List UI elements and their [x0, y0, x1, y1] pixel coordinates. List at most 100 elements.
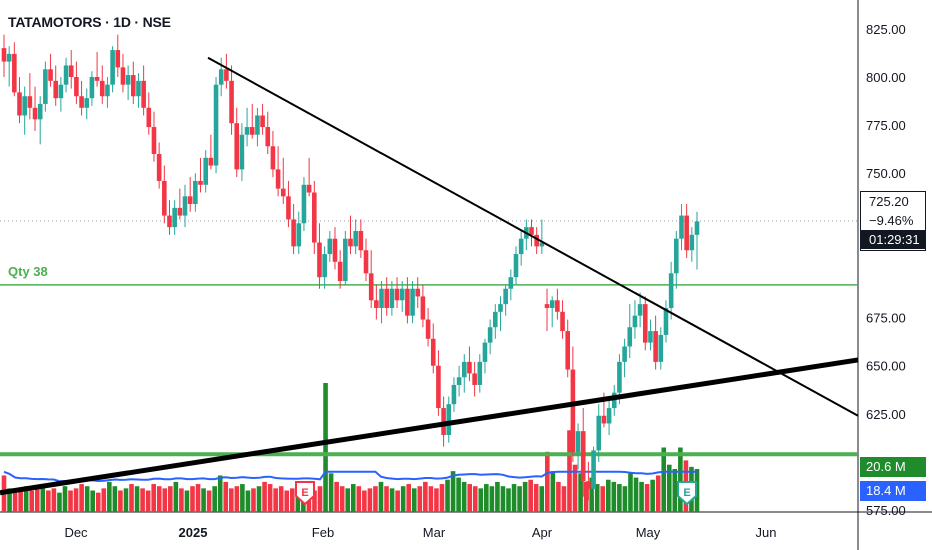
- candle-body: [534, 234, 539, 247]
- volume-bar: [256, 486, 262, 512]
- earnings-icon: E: [677, 481, 697, 506]
- volume-bar: [223, 481, 229, 512]
- bar-countdown: 01:29:31: [861, 230, 925, 249]
- candle-body: [694, 221, 700, 235]
- candle: [1, 34, 7, 77]
- candle: [430, 323, 436, 374]
- candle: [27, 73, 33, 120]
- candle-body: [317, 242, 322, 278]
- candle-body: [363, 250, 369, 274]
- candle-body: [689, 234, 695, 251]
- volume-bar: [478, 488, 484, 512]
- candle: [513, 246, 519, 285]
- volume-bar: [400, 486, 406, 512]
- volume-bar: [461, 481, 467, 512]
- time-tick-label: May: [636, 525, 661, 540]
- candle: [580, 408, 586, 497]
- volume-bar: [123, 488, 129, 512]
- volume-bar: [251, 488, 256, 512]
- volume-bar: [7, 488, 12, 512]
- candle: [224, 53, 229, 89]
- candle-body: [348, 238, 353, 247]
- horizontal-lines[interactable]: [0, 284, 858, 457]
- candle-body: [482, 342, 488, 362]
- price-axis[interactable]: 825.00800.00775.00750.00725.00675.00650.…: [866, 22, 906, 518]
- candle: [296, 211, 302, 255]
- candle: [193, 173, 198, 212]
- volume-bar: [389, 488, 395, 512]
- candle-body: [306, 184, 312, 193]
- symbol-title[interactable]: TATAMOTORS · 1D · NSE: [8, 14, 171, 30]
- volume-bar: [184, 490, 190, 512]
- volume-bars: [1, 383, 700, 512]
- candle-body: [580, 431, 586, 482]
- candle: [99, 65, 105, 104]
- time-tick-label: Apr: [532, 525, 553, 540]
- candle-body: [322, 254, 327, 278]
- candle-body: [420, 296, 426, 320]
- candle: [622, 338, 627, 378]
- earnings-shield: [295, 481, 315, 506]
- candle: [12, 42, 17, 97]
- candle-body: [198, 180, 203, 185]
- candle-body: [374, 300, 379, 308]
- candle: [529, 219, 534, 247]
- volume-bar: [672, 469, 678, 512]
- volume-bar: [356, 486, 362, 512]
- candle: [213, 76, 219, 174]
- candle: [663, 300, 669, 343]
- candle: [508, 269, 514, 301]
- candle: [255, 107, 260, 147]
- candle-body: [249, 127, 255, 135]
- volume-bar: [467, 484, 472, 512]
- candle-body: [368, 273, 374, 301]
- time-axis[interactable]: Dec 2025 Feb Mar Apr May Jun: [64, 525, 776, 540]
- volume-bar: [267, 484, 273, 512]
- volume-bar: [384, 486, 389, 512]
- candle-body: [53, 80, 59, 99]
- candle-body: [12, 53, 17, 93]
- candle-body: [291, 219, 296, 247]
- candle: [441, 396, 446, 447]
- volume-bar: [84, 486, 90, 512]
- candle-body: [658, 334, 664, 362]
- volume-bar: [57, 492, 62, 512]
- candle-body: [89, 76, 95, 99]
- candle: [110, 46, 115, 93]
- volume-bar: [644, 484, 650, 512]
- volume-bar: [201, 488, 206, 512]
- candle-body: [167, 215, 172, 228]
- volume-bar: [522, 481, 528, 512]
- candle: [399, 281, 405, 312]
- candle-body: [6, 53, 12, 62]
- volume-bar: [317, 486, 323, 512]
- candle: [301, 177, 307, 231]
- candle: [22, 86, 27, 135]
- candle: [306, 157, 312, 197]
- volume-bar: [600, 486, 606, 512]
- qty-line-label: Qty 38: [8, 264, 48, 279]
- candle: [260, 103, 265, 135]
- trend-lines[interactable]: [0, 56, 859, 496]
- candle-body: [679, 215, 684, 239]
- volume-bar: [445, 479, 450, 512]
- volume-bar: [367, 488, 373, 512]
- volume-bar: [68, 490, 73, 512]
- volume-bar: [162, 488, 168, 512]
- candle: [415, 277, 421, 308]
- candle: [53, 65, 59, 106]
- candle: [332, 227, 338, 270]
- candle: [637, 292, 643, 328]
- volume-bar: [605, 479, 611, 512]
- volume-bar: [373, 486, 378, 512]
- candle: [43, 61, 48, 112]
- volume-bar: [339, 486, 345, 512]
- candle: [679, 204, 684, 251]
- candle-body: [617, 361, 622, 393]
- candle-body: [508, 277, 514, 289]
- candle: [596, 404, 602, 462]
- volume-bar: [234, 486, 240, 512]
- volume-bar: [655, 475, 661, 512]
